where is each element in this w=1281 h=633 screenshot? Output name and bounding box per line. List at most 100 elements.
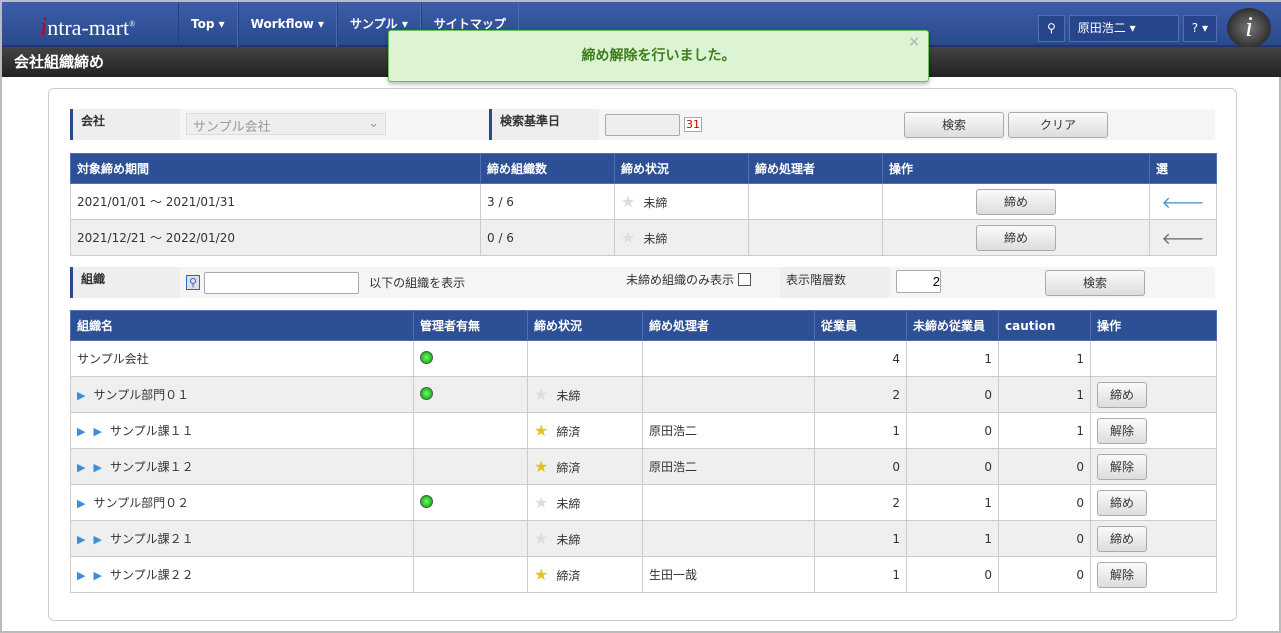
org-column-header: 操作 xyxy=(1090,310,1217,341)
date-label: 検索基準日 xyxy=(489,109,599,140)
help-menu[interactable]: ? ▾ xyxy=(1182,14,1217,42)
manager-cell xyxy=(413,556,528,593)
close-period-button[interactable]: 締め xyxy=(976,188,1056,215)
status-cell: ★ 締済 xyxy=(527,448,643,485)
status-text: 締済 xyxy=(556,425,581,439)
search-button[interactable]: 検索 xyxy=(904,112,1004,138)
unclosed-cell: 0 xyxy=(906,376,999,413)
release-button[interactable]: 解除 xyxy=(1097,561,1147,588)
nav-sitemap[interactable]: サイトマップ xyxy=(420,2,519,47)
count-cell: 3 / 6 xyxy=(480,183,615,220)
status-text: 未締 xyxy=(643,196,668,210)
period-column-header: 締め組織数 xyxy=(480,153,615,184)
company-label: 会社 xyxy=(70,109,180,140)
org-column-header: 組織名 xyxy=(70,310,414,341)
calendar-icon[interactable]: 31 xyxy=(684,117,702,132)
unclosed-cell: 0 xyxy=(906,556,999,593)
close-icon[interactable]: × xyxy=(908,34,920,50)
chevron-down-icon: ⌄ xyxy=(368,116,379,131)
unclosed-cell: 1 xyxy=(906,484,999,521)
action-cell: 締め xyxy=(882,183,1150,220)
user-cell xyxy=(748,183,883,220)
unclosed-cell: 0 xyxy=(906,412,999,449)
expand-triangle-icon[interactable]: ▶ xyxy=(77,533,86,546)
manager-cell xyxy=(413,340,528,377)
manager-cell xyxy=(413,520,528,557)
avatar[interactable]: i xyxy=(1227,8,1271,48)
expand-triangle-icon[interactable]: ▶ xyxy=(93,461,102,474)
close-button[interactable]: 締め xyxy=(1097,381,1147,408)
close-button[interactable]: 締め xyxy=(1097,489,1147,516)
manager-cell xyxy=(413,376,528,413)
main-nav: Top ▾ Workflow ▾ サンプル ▾ サイトマップ xyxy=(178,2,519,47)
org-search-icon[interactable]: ⚲ xyxy=(186,275,201,290)
action-cell: 解除 xyxy=(1090,448,1217,485)
star-filled-icon: ★ xyxy=(534,565,549,584)
company-select[interactable]: サンプル会社 ⌄ xyxy=(186,113,386,135)
org-input[interactable] xyxy=(204,271,360,294)
search-icon[interactable]: ⚲ xyxy=(1037,14,1065,42)
select-arrow-icon[interactable]: 🡐 xyxy=(1161,228,1205,248)
release-button[interactable]: 解除 xyxy=(1097,417,1147,444)
unclosed-cell: 0 xyxy=(906,448,999,485)
org-name: サンプル部門０２ xyxy=(93,496,190,510)
status-text: 未締 xyxy=(556,389,581,403)
close-period-button[interactable]: 締め xyxy=(976,224,1056,251)
expand-triangle-icon[interactable]: ▶ xyxy=(77,569,86,582)
org-name-cell: ▶ サンプル部門０２ xyxy=(70,484,414,521)
select-arrow-icon[interactable]: 🡐 xyxy=(1161,192,1205,212)
expand-triangle-icon[interactable]: ▶ xyxy=(77,461,86,474)
expand-triangle-icon[interactable]: ▶ xyxy=(77,425,86,438)
org-search-button[interactable]: 検索 xyxy=(1045,270,1145,296)
nav-workflow[interactable]: Workflow ▾ xyxy=(237,2,338,47)
date-input[interactable] xyxy=(605,113,680,136)
expand-triangle-icon[interactable]: ▶ xyxy=(93,569,102,582)
caution-cell: 1 xyxy=(998,376,1091,413)
user-cell: 生田一哉 xyxy=(642,556,815,593)
star-empty-icon: ★ xyxy=(534,385,549,404)
status-cell: ★ 締済 xyxy=(527,556,643,593)
unclosed-only-checkbox[interactable] xyxy=(738,273,752,286)
user-menu[interactable]: 原田浩二 ▾ xyxy=(1068,14,1179,42)
period-cell: 2021/12/21 ～ 2022/01/20 xyxy=(70,219,481,256)
nav-top[interactable]: Top ▾ xyxy=(178,2,238,47)
select-cell: 🡐 xyxy=(1149,219,1217,256)
intra-mart-logo[interactable]: intra-mart® xyxy=(40,12,136,41)
org-table: 組織名 管理者有無 締め状況 締め処理者 従業員 未締め従業員 caution 操作 サンプル… xyxy=(70,310,1217,593)
status-text: 締済 xyxy=(556,461,581,475)
emp-cell: 2 xyxy=(814,376,907,413)
emp-cell: 1 xyxy=(814,412,907,449)
nav-sample[interactable]: サンプル ▾ xyxy=(337,2,421,47)
org-name: サンプル部門０１ xyxy=(93,388,190,402)
status-cell: ★ 未締 xyxy=(527,376,643,413)
status-text: 締済 xyxy=(556,569,581,583)
caution-cell: 0 xyxy=(998,520,1091,557)
table-row: ▶ ▶ サンプル課１２ ★ 締済 原田浩二 0 0 0 解除 xyxy=(70,448,1217,485)
release-button[interactable]: 解除 xyxy=(1097,453,1147,480)
expand-triangle-icon[interactable]: ▶ xyxy=(77,389,86,402)
org-column-header: 締め処理者 xyxy=(642,310,815,341)
table-row: 2021/01/01 ～ 2021/01/31 3 / 6 ★ 未締 締め 🡐 xyxy=(70,183,1217,220)
org-name: サンプル課１１ xyxy=(109,424,194,438)
table-row: ▶ サンプル部門０２ ★ 未締 2 1 0 締め xyxy=(70,484,1217,521)
org-name: サンプル課２２ xyxy=(109,568,194,582)
expand-triangle-icon[interactable]: ▶ xyxy=(93,533,102,546)
org-column-header: 管理者有無 xyxy=(413,310,528,341)
action-cell: 締め xyxy=(1090,520,1217,557)
org-name-cell: ▶ ▶ サンプル課１１ xyxy=(70,412,414,449)
caution-cell: 0 xyxy=(998,556,1091,593)
depth-label: 表示階層数 xyxy=(780,267,890,298)
close-button[interactable]: 締め xyxy=(1097,525,1147,552)
caution-cell: 1 xyxy=(998,412,1091,449)
action-cell: 締め xyxy=(1090,484,1217,521)
emp-cell: 2 xyxy=(814,484,907,521)
star-filled-icon: ★ xyxy=(534,421,549,440)
emp-cell: 4 xyxy=(814,340,907,377)
status-cell xyxy=(527,340,643,377)
expand-triangle-icon[interactable]: ▶ xyxy=(77,497,86,510)
org-name: サンプル会社 xyxy=(77,352,149,366)
expand-triangle-icon[interactable]: ▶ xyxy=(93,425,102,438)
depth-input[interactable] xyxy=(896,270,941,293)
manager-present-icon xyxy=(420,386,433,400)
clear-button[interactable]: クリア xyxy=(1008,112,1108,138)
